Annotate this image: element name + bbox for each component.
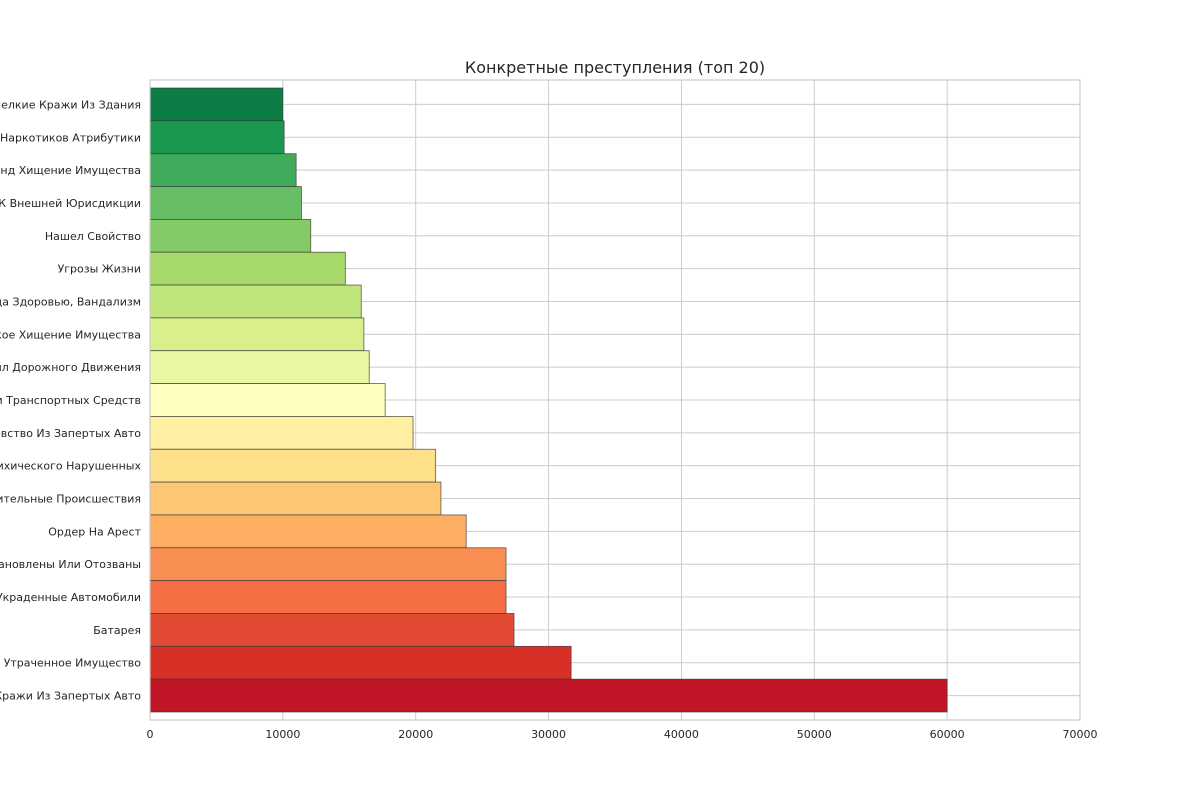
- x-axis-ticks: 0 10000 20000 30000 40000 50000 60000 70000: [147, 728, 1098, 741]
- grid-layer: [149, 80, 1081, 720]
- bar-18: [149, 678, 948, 713]
- y-tick-label-9: Вандализм Транспортных Средств: [0, 394, 141, 407]
- x-tick-label-4: 40000: [664, 728, 699, 741]
- bar-3: [149, 186, 302, 220]
- bar-15: [149, 580, 507, 614]
- y-tick-label-7: Мелкое Хищение Имущества: [0, 328, 141, 341]
- y-tick-label-14: Права Приостановлены Или Отозваны: [0, 558, 141, 571]
- bar-2: [149, 153, 297, 187]
- bar-7: [149, 317, 365, 352]
- y-tick-label-13: Ордер На Арест: [48, 525, 141, 538]
- y-tick-label-17: Утраченное Имущество: [4, 657, 142, 670]
- bar-14: [149, 547, 507, 582]
- bar-13: [149, 514, 467, 549]
- y-tick-label-18: Крупные Кражи Из Запертых Авто: [0, 690, 141, 703]
- bar-10: [149, 416, 414, 450]
- y-tick-label-2: Гранд Хищение Имущества: [0, 164, 141, 177]
- y-tick-label-5: Угрозы Жизни: [58, 263, 141, 276]
- bars-layer: [149, 87, 948, 713]
- y-tick-label-4: Нашел Свойство: [45, 230, 141, 243]
- bar-9: [149, 383, 386, 417]
- x-tick-label-7: 70000: [1063, 728, 1098, 741]
- x-tick-label-3: 30000: [531, 728, 566, 741]
- y-tick-label-15: Украденные Автомобили: [0, 591, 141, 604]
- bar-6: [149, 284, 362, 319]
- x-tick-label-2: 20000: [398, 728, 433, 741]
- bar-11: [149, 448, 437, 483]
- plot-frame: [149, 79, 1081, 721]
- bar-4: [149, 218, 312, 253]
- y-tick-label-3: Помощь Другой Юрисдикции / Выезд К Внешн…: [0, 197, 141, 210]
- y-tick-label-11: Задержание Психического Нарушенных: [0, 460, 141, 473]
- x-tick-label-5: 50000: [797, 728, 832, 741]
- bar-17: [149, 645, 572, 680]
- y-tick-label-10: Воровство Из Запертых Авто: [0, 427, 141, 440]
- bar-12: [149, 481, 442, 516]
- bar-5: [149, 251, 346, 286]
- bar-16: [149, 613, 515, 647]
- plot-border: [149, 79, 1081, 721]
- chart-title: Конкретные преступления (топ 20): [465, 58, 765, 77]
- y-axis-ticks: Мелкие Кражи Из Здания Изъятие Наркотиков…: [0, 98, 142, 702]
- y-tick-label-1: Изъятие Наркотиков Атрибутики: [0, 131, 141, 144]
- x-tick-label-0: 0: [147, 728, 154, 741]
- bar-8: [149, 350, 370, 384]
- y-tick-label-6: Злоумышленное Причинение Вреда Здоровью,…: [0, 295, 141, 308]
- y-tick-label-12: Подозрительные Происшествия: [0, 493, 141, 506]
- x-tick-label-1: 10000: [265, 728, 300, 741]
- y-tick-label-16: Батарея: [93, 624, 141, 637]
- y-tick-label-0: Мелкие Кражи Из Здания: [0, 98, 141, 111]
- bar-0: [149, 87, 284, 122]
- y-tick-label-8: Нарушение Правил Дорожного Движения: [0, 361, 141, 374]
- bar-1: [149, 120, 285, 155]
- x-tick-label-6: 60000: [930, 728, 965, 741]
